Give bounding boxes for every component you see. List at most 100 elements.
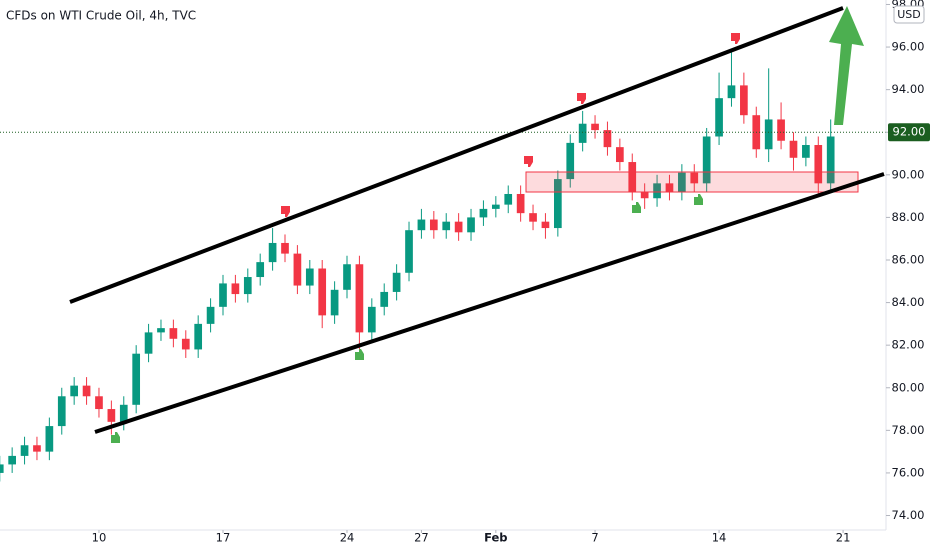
candle-body [653,183,661,199]
candle-body [715,98,723,137]
candle-body [305,268,314,286]
candle-body [702,136,711,184]
candle-body [206,306,215,324]
x-tick-label: 21 [836,531,851,545]
support-zone [525,171,859,193]
candle-body [789,140,798,158]
candle-body [814,145,823,184]
thumb-down [577,93,586,104]
candle-body [82,385,91,397]
candle-body [616,147,624,163]
candle-body [405,230,413,273]
candle-body [132,353,141,405]
candle-body [194,323,203,350]
candle-body [281,242,289,254]
candle-body [727,85,736,99]
x-tick-label: 10 [92,531,107,545]
thumb-up [694,194,703,205]
target-arrow [829,6,864,125]
candle-body [380,291,389,307]
y-tick-label: 98.00 [892,0,925,11]
x-tick-label: 27 [414,531,429,545]
channel-upper [69,6,844,304]
candle-body [20,445,29,456]
candle-body [678,172,686,192]
candle-body [553,179,562,229]
candle-body [181,338,190,350]
candle-body [740,85,748,116]
x-tick-label: 7 [591,531,598,545]
candle-body [479,208,488,218]
y-tick-label: 78.00 [892,423,925,437]
candle-body [70,385,79,397]
candle-body [529,213,537,222]
candle-body [107,409,116,422]
x-tick-label: 14 [712,531,727,545]
y-tick-label: 88.00 [892,210,925,224]
candle-body [243,277,252,295]
thumb-up [632,202,641,213]
drawings [69,6,885,443]
y-tick-label: 82.00 [892,338,925,352]
x-tick-label: 24 [340,531,355,545]
candle-body [516,193,525,214]
thumb-up [355,349,364,360]
last-price-label: 92.00 [893,125,926,139]
thumb-down [281,206,290,217]
candle-body [417,219,426,231]
y-tick-label: 74.00 [892,508,925,522]
candle-body [268,242,277,263]
x-tick-label: Feb [484,531,507,545]
candle-body [690,172,699,184]
candle-body [541,221,550,229]
thumb-up [111,432,120,443]
candle-body [429,219,438,231]
thumb-down [731,33,740,44]
candle-body [119,404,128,422]
y-tick-label: 86.00 [892,252,925,266]
candle-body [330,289,339,316]
candle-body [566,142,575,180]
candle-body [8,455,16,465]
candle-body [628,162,637,192]
last-price-box [888,123,930,142]
candle-body [367,306,376,333]
currency-label[interactable]: USD [897,8,921,21]
candle-body [467,217,475,233]
candle-body [578,123,587,143]
candle-body [0,464,4,473]
currency-box[interactable] [893,5,925,24]
candle-body [343,264,351,290]
x-tick-label: 17 [216,531,231,545]
y-tick-label: 76.00 [892,465,925,479]
candle-body [219,283,227,307]
y-tick-label: 80.00 [892,380,925,394]
thumb-down [524,156,533,167]
candle-body [603,130,612,148]
candle-body [231,283,240,295]
candle-body [640,191,649,199]
candle-body [144,332,153,354]
candle-body [826,136,835,184]
resistance-markers [281,33,740,217]
candle-body [355,264,364,333]
candle-body [57,396,66,427]
candle-body [454,221,463,233]
price-scale: 74.00 76.00 78.00 80.00 82.00 84.00 86.00 88.00… [886,0,930,522]
candle-body [95,396,103,410]
support-markers [111,194,703,443]
candle-body [318,268,327,316]
plot-area [0,51,886,482]
y-tick-label: 96.00 [892,40,925,54]
candle-body [504,193,513,205]
candle-body [491,204,500,209]
chart-title: CFDs on WTI Crude Oil, 4h, TVC [6,9,196,23]
candle-body [169,328,178,339]
candle-body [256,262,265,278]
candle-body [764,119,773,150]
candle-body [33,445,41,452]
candle-body [45,426,54,452]
